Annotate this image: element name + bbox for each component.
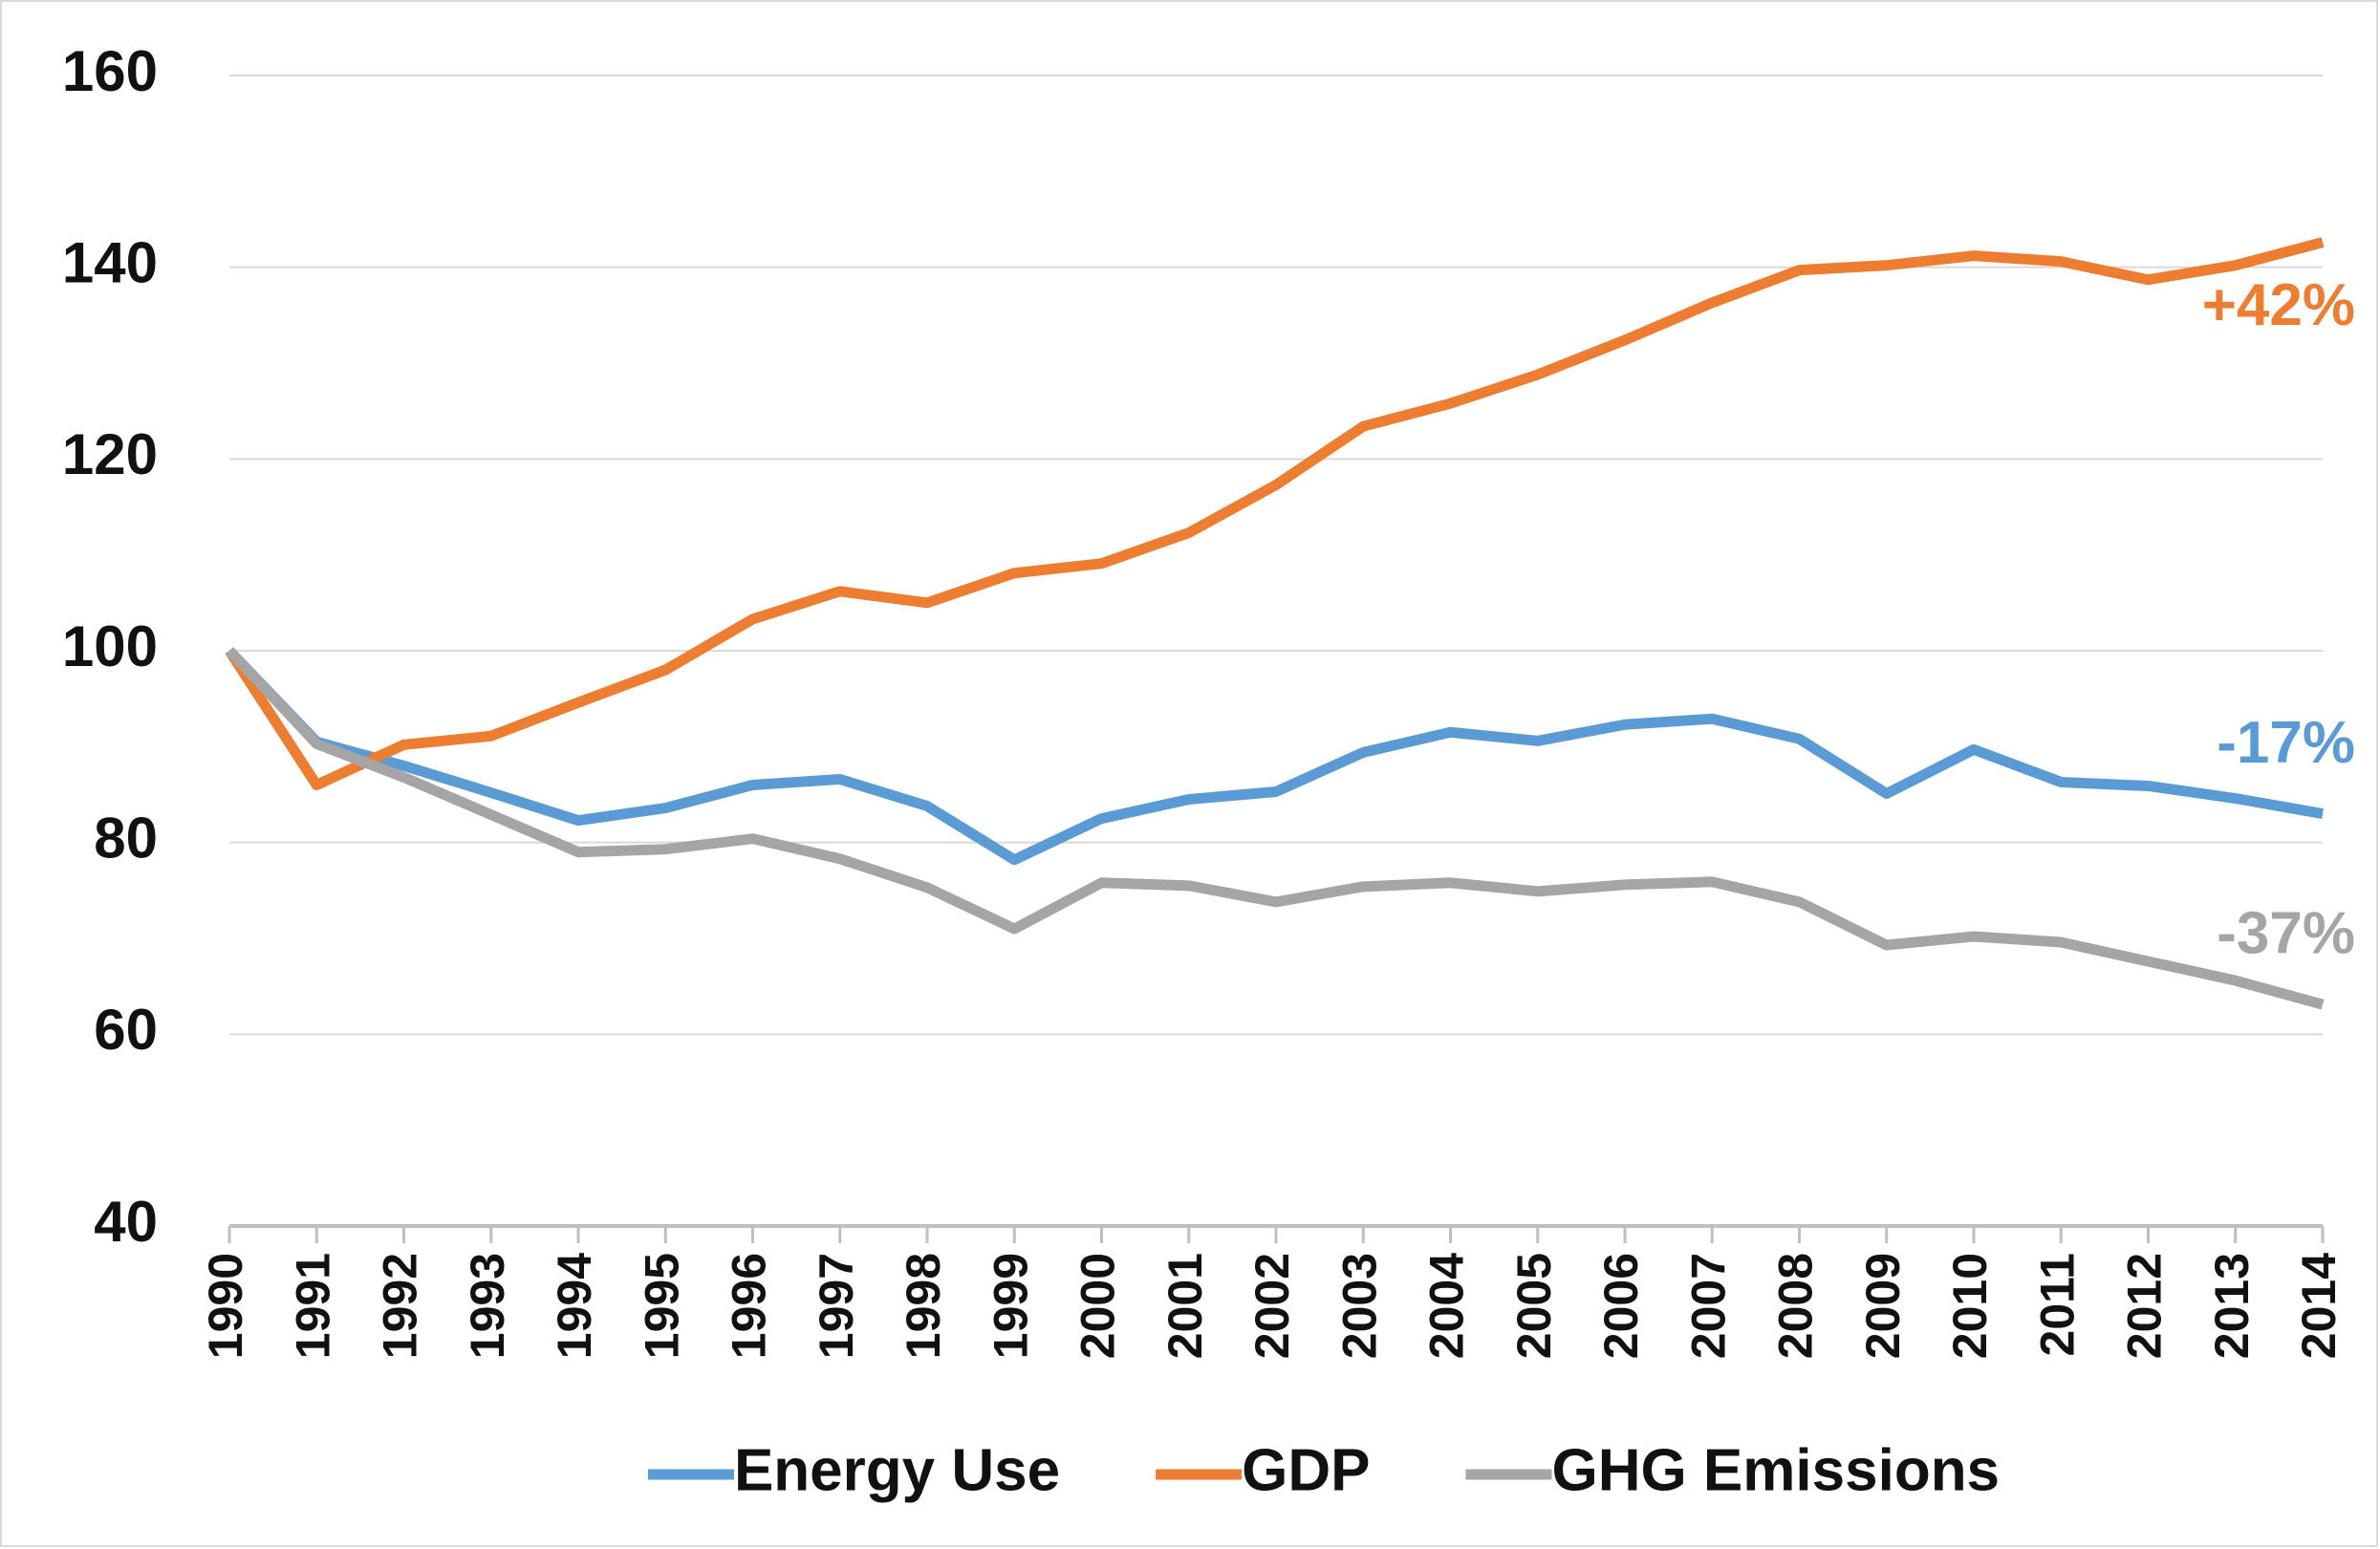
- x-tick-label: 1992: [374, 1253, 427, 1359]
- legend-label: GHG Emissions: [1551, 1437, 2000, 1503]
- x-tick-label: 2002: [1245, 1253, 1299, 1359]
- x-tick-label: 1995: [635, 1253, 688, 1359]
- legend-label: Energy Use: [734, 1437, 1060, 1503]
- x-tick-label: 2004: [1420, 1253, 1474, 1359]
- x-tick-label: 1990: [199, 1253, 252, 1359]
- end-label: -37%: [2217, 901, 2355, 967]
- x-tick-label: 2007: [1681, 1253, 1735, 1359]
- x-tick-label: 2014: [2292, 1253, 2346, 1359]
- x-tick-label: 2013: [2205, 1253, 2259, 1359]
- y-tick-label: 80: [94, 807, 158, 871]
- legend: Energy Use GDP GHG Emissions: [647, 1437, 2000, 1503]
- y-tick-label: 100: [62, 614, 158, 678]
- x-tick-label: 2012: [2118, 1253, 2172, 1359]
- x-tick-label: 2006: [1594, 1253, 1648, 1359]
- y-tick-label: 60: [94, 998, 158, 1062]
- legend-label: GDP: [1242, 1437, 1370, 1503]
- x-tick-label: 2010: [1943, 1253, 1997, 1359]
- x-tick-label: 1991: [286, 1253, 339, 1359]
- x-tick-label: 2011: [2030, 1253, 2084, 1356]
- y-tick-label: 160: [62, 39, 158, 103]
- y-tick-label: 140: [62, 231, 158, 295]
- end-label: -17%: [2217, 710, 2355, 776]
- x-tick-label: 1999: [984, 1253, 1037, 1359]
- x-tick-label: 2000: [1071, 1253, 1125, 1359]
- x-tick-label: 2008: [1769, 1253, 1823, 1359]
- x-tick-label: 1996: [723, 1253, 776, 1359]
- end-label: +42%: [2202, 272, 2355, 338]
- x-tick-label: 2003: [1332, 1253, 1386, 1359]
- series-line: [226, 647, 2324, 866]
- series-line: [225, 647, 2325, 1010]
- x-tick-label: 2005: [1507, 1253, 1561, 1359]
- x-tick-label: 1994: [548, 1253, 601, 1359]
- x-tick-label: 1998: [897, 1253, 950, 1359]
- x-tick-label: 1993: [461, 1253, 514, 1359]
- y-tick-label: 40: [94, 1190, 158, 1254]
- x-tick-label: 2009: [1856, 1253, 1910, 1359]
- series-line: [225, 237, 2325, 790]
- x-tick-label: 2001: [1158, 1253, 1212, 1359]
- y-tick-label: 120: [62, 422, 158, 486]
- x-tick-label: 1997: [810, 1253, 863, 1359]
